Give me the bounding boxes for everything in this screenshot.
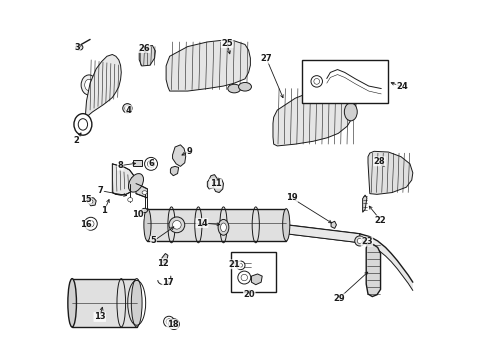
Polygon shape	[85, 54, 122, 116]
Text: 19: 19	[286, 193, 297, 202]
Text: 25: 25	[221, 39, 233, 48]
Ellipse shape	[283, 209, 290, 241]
Polygon shape	[171, 166, 179, 176]
Polygon shape	[360, 234, 413, 291]
Ellipse shape	[355, 236, 365, 246]
Polygon shape	[112, 164, 136, 195]
Text: 15: 15	[79, 195, 91, 204]
Bar	[133, 160, 142, 166]
Ellipse shape	[239, 82, 251, 91]
Text: 11: 11	[210, 179, 221, 188]
Ellipse shape	[145, 157, 157, 170]
Ellipse shape	[238, 271, 251, 284]
Polygon shape	[368, 151, 413, 194]
Bar	[231, 252, 276, 292]
Text: 14: 14	[196, 219, 208, 228]
Polygon shape	[273, 86, 356, 146]
Ellipse shape	[239, 264, 243, 267]
Ellipse shape	[128, 198, 133, 202]
Text: 29: 29	[333, 294, 345, 303]
Ellipse shape	[228, 84, 241, 93]
Ellipse shape	[122, 104, 132, 113]
Text: 12: 12	[157, 259, 169, 268]
Text: 22: 22	[375, 216, 387, 225]
Ellipse shape	[85, 79, 93, 91]
Ellipse shape	[142, 208, 147, 213]
Ellipse shape	[76, 44, 83, 50]
Polygon shape	[136, 184, 147, 198]
Ellipse shape	[241, 274, 247, 281]
Ellipse shape	[125, 106, 130, 111]
Ellipse shape	[84, 217, 97, 230]
Text: 6: 6	[149, 159, 155, 168]
Ellipse shape	[172, 221, 181, 229]
Text: 8: 8	[117, 161, 123, 170]
Ellipse shape	[68, 279, 76, 327]
Ellipse shape	[87, 199, 93, 204]
Text: 17: 17	[162, 278, 174, 287]
Text: 27: 27	[261, 54, 272, 63]
Ellipse shape	[81, 75, 97, 95]
Ellipse shape	[220, 223, 226, 231]
Polygon shape	[331, 221, 337, 228]
Text: 16: 16	[79, 220, 91, 229]
Text: 28: 28	[374, 157, 385, 166]
Ellipse shape	[169, 217, 185, 233]
Ellipse shape	[88, 221, 94, 227]
Ellipse shape	[74, 114, 92, 135]
Polygon shape	[139, 45, 155, 66]
Ellipse shape	[218, 220, 229, 235]
Polygon shape	[366, 244, 381, 297]
Ellipse shape	[171, 321, 177, 327]
Text: 3: 3	[74, 43, 80, 52]
Text: 5: 5	[150, 237, 156, 246]
Polygon shape	[214, 178, 223, 193]
Text: 20: 20	[244, 290, 255, 299]
Text: 4: 4	[125, 105, 131, 114]
Ellipse shape	[164, 316, 174, 327]
Polygon shape	[88, 197, 96, 206]
Ellipse shape	[147, 160, 155, 167]
Text: 24: 24	[396, 82, 408, 91]
Ellipse shape	[314, 78, 319, 84]
Polygon shape	[172, 145, 186, 166]
Polygon shape	[363, 195, 367, 212]
Ellipse shape	[78, 119, 88, 130]
Bar	[72, 279, 137, 327]
Ellipse shape	[166, 319, 172, 324]
Polygon shape	[166, 40, 250, 91]
Ellipse shape	[131, 279, 142, 327]
Text: 26: 26	[138, 44, 150, 53]
Text: 13: 13	[94, 312, 105, 321]
Ellipse shape	[169, 319, 179, 329]
Ellipse shape	[236, 261, 245, 270]
Text: 21: 21	[228, 260, 240, 269]
Ellipse shape	[128, 174, 144, 192]
Bar	[147, 209, 286, 241]
Ellipse shape	[357, 238, 362, 243]
Bar	[302, 60, 389, 103]
Polygon shape	[162, 253, 168, 263]
Text: 1: 1	[101, 206, 107, 215]
Ellipse shape	[144, 209, 151, 241]
Text: 23: 23	[361, 237, 373, 246]
Text: 10: 10	[132, 210, 143, 219]
Ellipse shape	[311, 76, 322, 87]
Ellipse shape	[142, 191, 147, 194]
Text: 18: 18	[167, 320, 178, 329]
Polygon shape	[207, 175, 217, 189]
Text: 7: 7	[98, 186, 104, 195]
Polygon shape	[251, 274, 262, 285]
Polygon shape	[286, 225, 360, 243]
Text: 2: 2	[74, 136, 79, 145]
Ellipse shape	[344, 103, 357, 121]
Text: 9: 9	[187, 147, 192, 156]
